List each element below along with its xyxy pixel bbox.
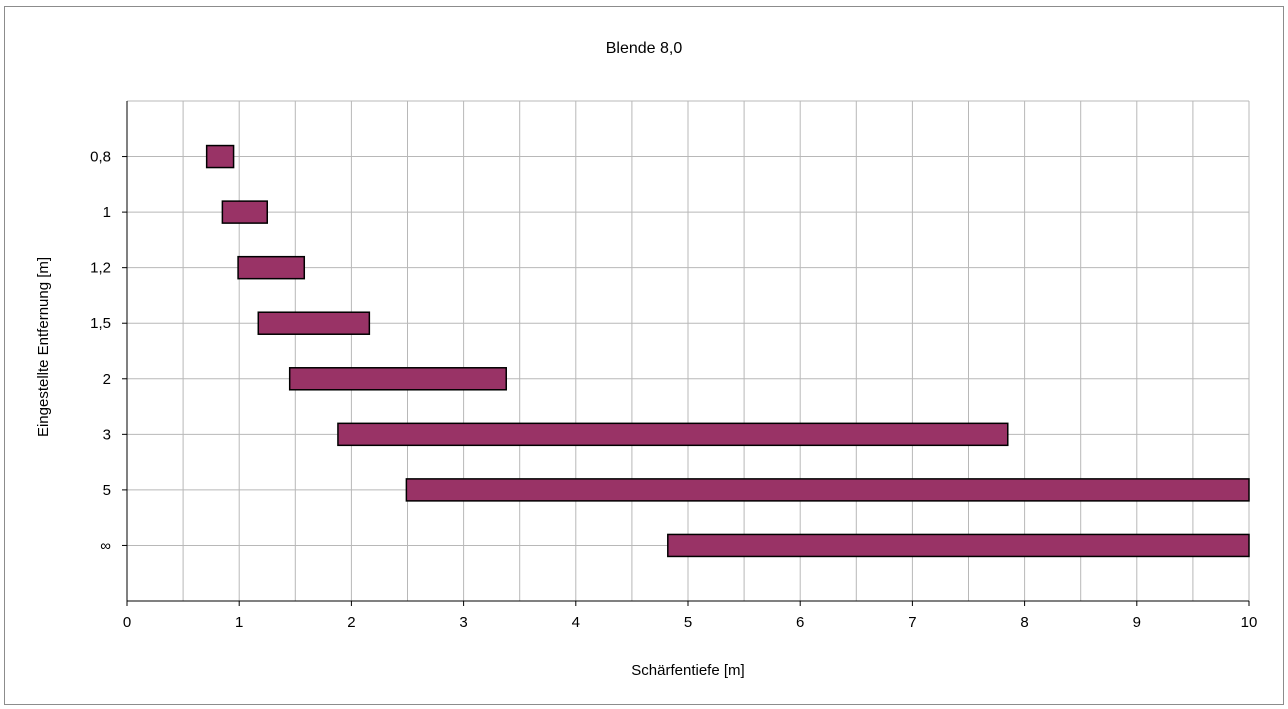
x-axis-label: Schärfentiefe [m]	[631, 662, 744, 679]
dof-bar	[257, 311, 371, 335]
x-tick-label: 1	[235, 614, 243, 631]
y-tick-labels: 0,8 1 1,2 1,5 2 3 5 ∞	[90, 149, 111, 555]
y-tick-label: 3	[103, 426, 111, 443]
grid-layer	[127, 100, 1250, 601]
y-tick-label: 1	[103, 204, 111, 221]
x-tick-label: 8	[1020, 614, 1028, 631]
x-tick-label: 6	[796, 614, 804, 631]
dof-bar	[221, 200, 268, 224]
dof-bar	[288, 367, 507, 391]
y-tick-label: 2	[103, 371, 111, 388]
chart-frame: 0 1 2 3 4 5 6 7 8 9 10 0,8 1 1,2 1,5 2 3 5 ∞ Blende 8,0 S…	[4, 6, 1284, 705]
x-tick-label: 10	[1241, 614, 1258, 631]
y-axis-label: Eingestellte Entfernung [m]	[35, 257, 52, 437]
x-tick-label: 0	[123, 614, 131, 631]
y-tick-label: 1,5	[90, 315, 111, 332]
x-tick-label: 3	[459, 614, 467, 631]
x-tick-labels: 0 1 2 3 4 5 6 7 8 9 10	[123, 614, 1258, 631]
axis-layer	[122, 101, 1250, 606]
y-tick-label: ∞	[100, 537, 111, 554]
x-tick-label: 5	[684, 614, 692, 631]
chart-title: Blende 8,0	[606, 40, 683, 57]
y-tick-label: 5	[103, 482, 111, 499]
y-tick-label: 1,2	[90, 260, 111, 277]
depth-of-field-chart: 0 1 2 3 4 5 6 7 8 9 10 0,8 1 1,2 1,5 2 3 5 ∞ Blende 8,0 S…	[35, 40, 1258, 679]
dof-bar	[237, 255, 306, 280]
x-tick-label: 9	[1133, 614, 1141, 631]
dof-bar	[205, 144, 235, 169]
x-tick-label: 7	[908, 614, 916, 631]
dof-bar	[337, 422, 1009, 447]
dof-bar	[405, 478, 1250, 502]
y-tick-label: 0,8	[90, 149, 111, 166]
x-tick-label: 2	[347, 614, 355, 631]
dof-bar	[667, 533, 1250, 558]
bar-layer	[205, 144, 1250, 558]
x-tick-label: 4	[572, 614, 580, 631]
